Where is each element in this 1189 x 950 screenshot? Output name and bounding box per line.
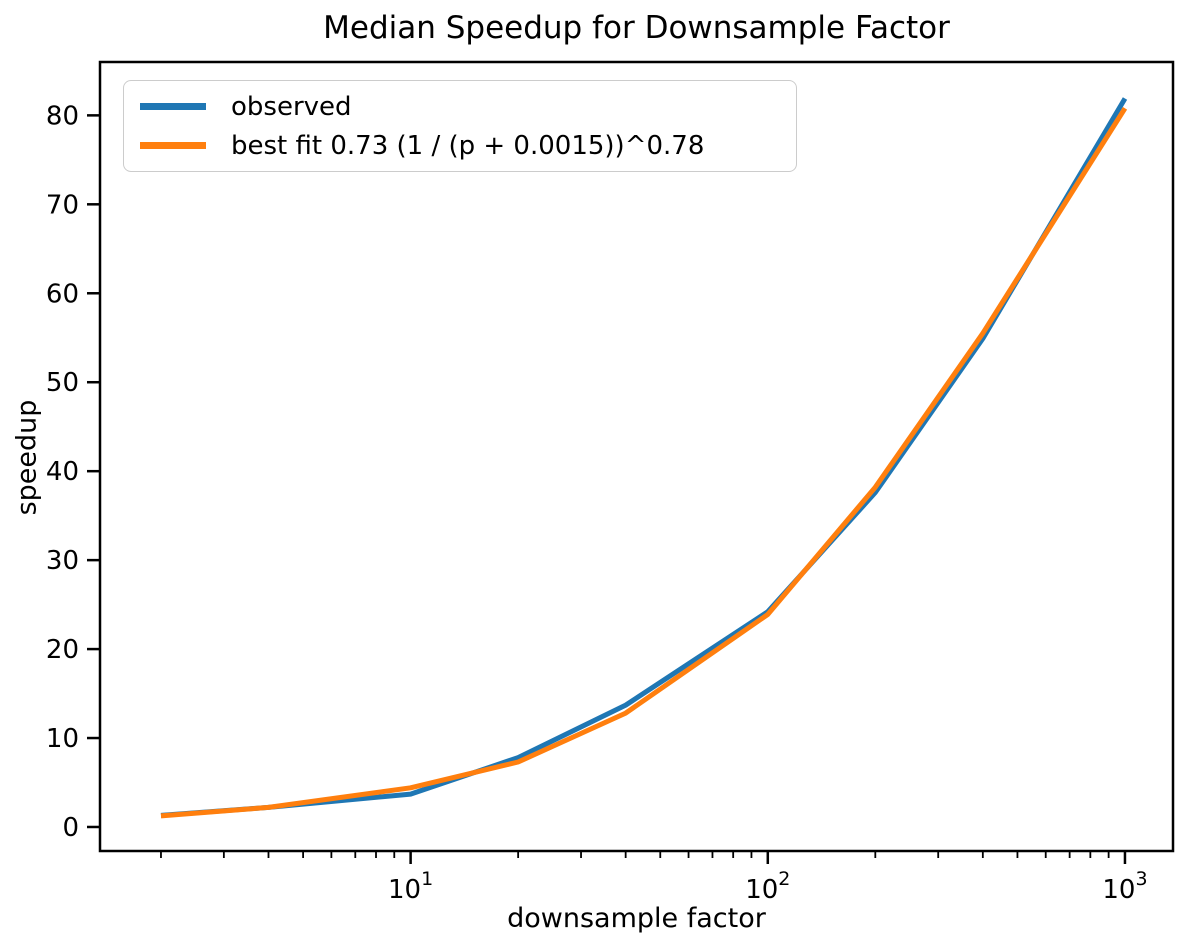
series-line-best-fit	[160, 106, 1128, 819]
y-tick-label: 70	[46, 190, 79, 220]
x-tick-label: 102	[745, 868, 790, 905]
y-tick-label: 80	[46, 101, 79, 131]
y-ticks: 0 10 20 30 40 50 60 70 80	[46, 101, 100, 843]
legend-entry-observed: observed	[140, 92, 778, 122]
y-tick-label: 50	[46, 368, 79, 398]
y-tick-label: 20	[46, 635, 79, 665]
legend: observed best fit 0.73 (1 / (p + 0.0015)…	[123, 80, 797, 172]
series-line-observed	[160, 97, 1128, 818]
y-tick-label: 30	[46, 546, 79, 576]
x-axis-label: downsample factor	[507, 903, 766, 934]
chart-title: Median Speedup for Downsample Factor	[323, 10, 950, 46]
x-major-ticks: 101 102 103	[388, 851, 1148, 905]
legend-label-best-fit: best fit 0.73 (1 / (p + 0.0015))^0.78	[231, 130, 705, 161]
x-tick-label: 103	[1102, 868, 1147, 905]
legend-line-sample-observed	[140, 103, 206, 110]
plot-spines	[98, 60, 1175, 853]
legend-label-observed: observed	[231, 91, 352, 122]
y-tick-label: 60	[46, 279, 79, 309]
y-tick-label: 40	[46, 457, 79, 487]
y-axis-label: speedup	[11, 399, 43, 516]
legend-line-sample-best-fit	[140, 142, 206, 149]
legend-entry-best-fit: best fit 0.73 (1 / (p + 0.0015))^0.78	[140, 131, 778, 161]
x-tick-label: 101	[388, 868, 433, 905]
y-tick-label: 10	[46, 724, 79, 754]
y-tick-label: 0	[62, 813, 79, 843]
